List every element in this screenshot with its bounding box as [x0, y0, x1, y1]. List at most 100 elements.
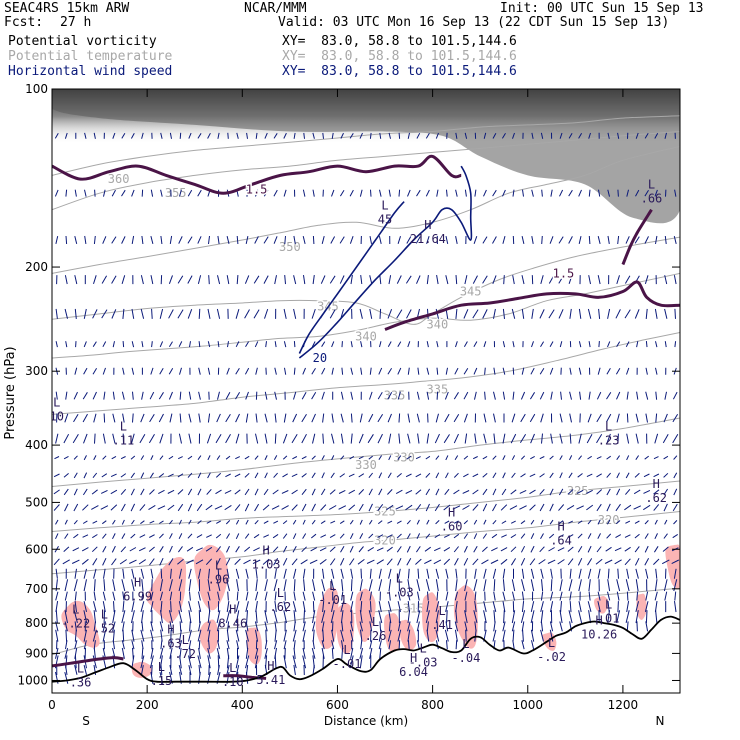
wind-vector: [160, 235, 163, 245]
extremum-value: .96: [208, 573, 230, 587]
wind-vector: [512, 341, 515, 348]
wind-vector: [122, 341, 125, 348]
wind-vector: [83, 629, 87, 642]
wind-vector: [150, 235, 154, 245]
wind-vector: [369, 647, 373, 659]
wind-vector: [236, 591, 239, 601]
wind-vector: [263, 534, 270, 538]
wind-vector: [588, 189, 591, 197]
wind-vector: [472, 309, 479, 319]
theta-label: 355: [165, 186, 187, 200]
field-pv-xy: XY= 83.0, 58.8 to 101.5,144.6: [282, 34, 517, 49]
wind-vector: [653, 456, 659, 460]
wind-vector: [208, 235, 210, 245]
wind-vector: [187, 309, 193, 319]
wind-vector: [274, 591, 277, 601]
wind-vector: [482, 455, 488, 460]
wind-vector: [368, 503, 373, 512]
wind-vector: [197, 520, 202, 525]
wind-vector: [510, 546, 517, 553]
wind-vector: [605, 546, 612, 552]
wind-vector: [549, 455, 554, 460]
wind-vector: [74, 664, 78, 675]
wind-vector: [122, 413, 125, 423]
wind-vector: [388, 433, 392, 444]
wind-vector: [235, 629, 240, 642]
wind-vector: [349, 545, 354, 553]
extremum-value: 45: [378, 213, 392, 227]
wind-vector: [226, 579, 230, 592]
wind-vector: [255, 591, 259, 601]
wind-vector: [131, 601, 135, 613]
wind-vector: [368, 533, 374, 539]
wind-vector: [112, 640, 115, 650]
wind-vector: [349, 236, 354, 244]
wind-vector: [140, 472, 145, 479]
model-name: SEAC4RS 15km ARW: [4, 1, 130, 16]
wind-vector: [435, 488, 440, 496]
wind-vector: [111, 189, 116, 197]
wind-vector: [83, 579, 87, 592]
wind-vector: [178, 519, 182, 525]
wind-vector: [169, 545, 173, 553]
wind-vector: [178, 601, 182, 613]
wind-vector: [73, 579, 78, 592]
wind-vector: [643, 504, 651, 511]
wind-vector: [396, 533, 402, 539]
wind-vector: [493, 621, 496, 632]
wind-vector: [378, 601, 382, 613]
wind-vector: [484, 391, 486, 400]
wind-vector: [217, 665, 220, 675]
wind-vector: [530, 568, 535, 579]
wind-vector: [140, 655, 145, 669]
wind-vector: [273, 558, 279, 566]
wind-vector: [436, 275, 439, 285]
wind-vector: [635, 601, 639, 613]
extremum-marker: L: [605, 420, 612, 434]
wind-vector: [482, 488, 488, 496]
extremum-marker: H: [557, 519, 564, 533]
wind-vector: [606, 472, 611, 478]
wind-vector: [72, 547, 80, 552]
wind-vector: [245, 591, 249, 601]
wind-vector: [92, 309, 98, 319]
pv-contour-label: 1.5: [553, 266, 575, 280]
wind-vector: [111, 275, 117, 284]
wind-vector: [512, 189, 515, 197]
wind-vector: [74, 629, 77, 642]
x-tick-label: 400: [231, 698, 254, 712]
extremum-marker: L: [343, 643, 350, 657]
wind-vector: [672, 391, 678, 400]
wind-vector: [93, 640, 96, 650]
wind-vector: [244, 533, 250, 539]
wind-vector: [502, 579, 505, 592]
wind-vector: [645, 341, 648, 348]
wind-vector: [521, 640, 525, 650]
wind-vector: [529, 504, 536, 511]
wind-vector: [597, 568, 601, 579]
wind-vector: [417, 367, 420, 375]
wind-vector: [122, 591, 125, 601]
wind-vector: [83, 601, 87, 613]
wind-vector: [188, 601, 192, 613]
wind-vector: [188, 655, 192, 669]
wind-vector: [262, 504, 270, 511]
wind-vector: [170, 601, 172, 613]
wind-vector: [378, 640, 382, 650]
wind-vector: [74, 189, 77, 197]
wind-vector: [235, 610, 240, 624]
wind-vector: [377, 391, 383, 400]
wind-vector: [568, 132, 573, 139]
wind-vector: [417, 433, 420, 444]
wind-vector: [112, 341, 115, 348]
wind-vector: [492, 503, 497, 512]
wind-vector: [177, 503, 184, 512]
wind-vector: [577, 546, 583, 553]
wind-vector: [567, 489, 574, 495]
wind-vector: [578, 308, 582, 319]
wind-vector: [62, 559, 70, 565]
wind-vector: [530, 601, 535, 613]
wind-vector: [158, 413, 164, 423]
wind-vector: [521, 308, 525, 319]
extremum-value: 10: [50, 409, 64, 423]
